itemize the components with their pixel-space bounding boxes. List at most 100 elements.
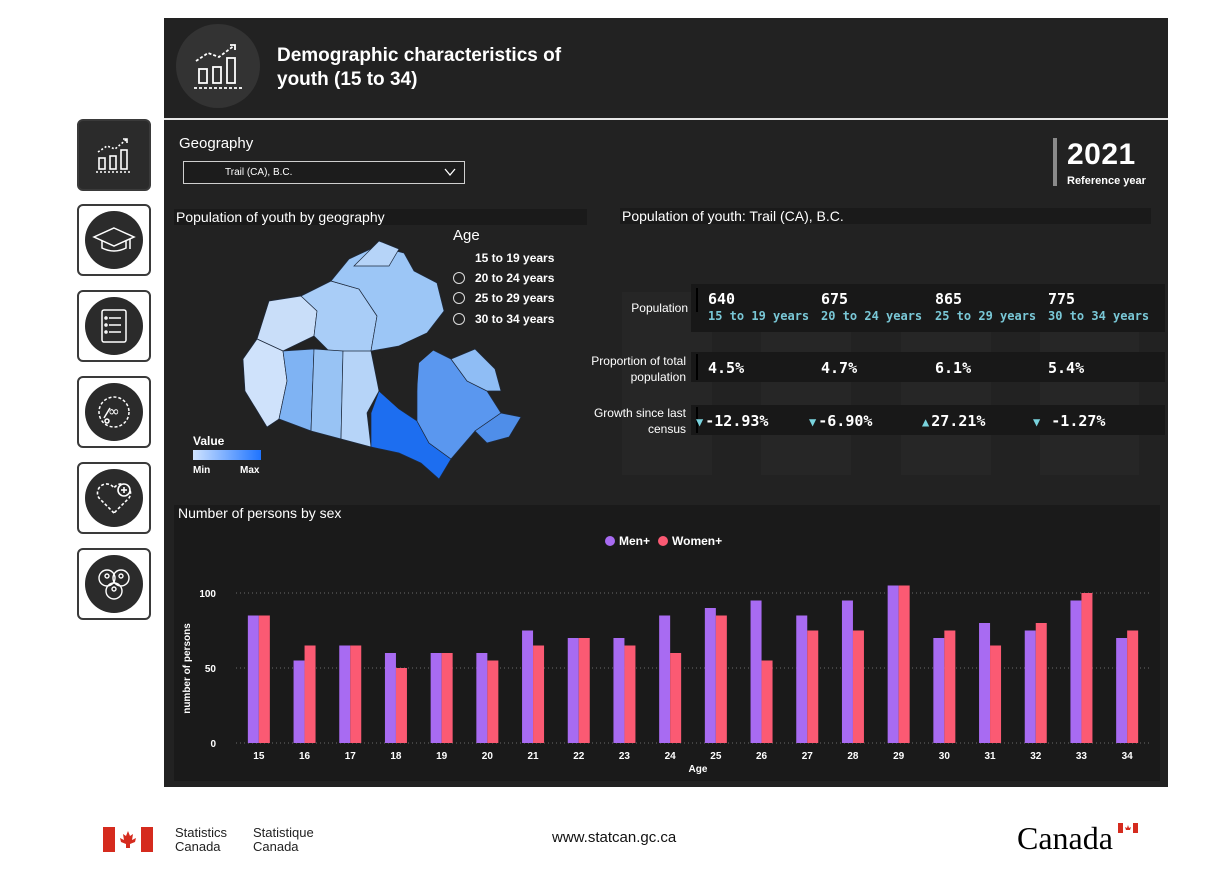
bar-chart-icon (96, 138, 132, 173)
bar-women-26[interactable] (761, 660, 773, 744)
map-region-maritimes[interactable] (474, 412, 522, 444)
age-option-20-24[interactable]: 20 to 24 years (453, 271, 554, 285)
legend-men[interactable]: Men+ (605, 534, 650, 548)
bar-men-19[interactable] (430, 653, 442, 743)
age-option-30-34[interactable]: 30 to 34 years (453, 312, 554, 326)
map-region-newfoundland-labrador[interactable] (450, 348, 502, 392)
bar-women-21[interactable] (533, 645, 545, 744)
bar-men-23[interactable] (613, 638, 625, 743)
bar-men-24[interactable] (659, 615, 671, 744)
radio-button (453, 292, 465, 304)
bar-men-17[interactable] (339, 645, 351, 744)
map-region-alberta[interactable] (278, 348, 315, 432)
proportion-row-bg (691, 352, 1165, 382)
x-tick-label: 17 (345, 751, 357, 762)
bar-women-16[interactable] (304, 645, 316, 744)
age-option-15-19[interactable]: 15 to 19 years (453, 251, 554, 265)
nav-button-education[interactable] (77, 204, 151, 276)
nav-button-language[interactable]: ∞ (77, 376, 151, 448)
value-gradient-bar (193, 450, 261, 460)
bar-women-23[interactable] (624, 645, 636, 744)
bar-women-18[interactable] (395, 668, 407, 743)
geography-dropdown[interactable]: Trail (CA), B.C. (183, 161, 465, 184)
proportion-value-20-24: 4.7% (821, 359, 858, 377)
growth-value-15-19: ▼ -12.93% (696, 412, 769, 430)
bar-men-28[interactable] (841, 600, 853, 744)
bar-men-33[interactable] (1070, 600, 1082, 744)
people-group-icon (98, 569, 130, 600)
down-arrow-icon: ▼ (696, 415, 704, 429)
sex-bar-chart: 0 50 100 number of persons 15 16 17 18 19 20 21 22 2… (182, 585, 1150, 775)
bar-women-28[interactable] (852, 630, 864, 744)
stats-section-heading: Population of youth: Trail (CA), B.C. (620, 208, 1151, 224)
bar-men-31[interactable] (979, 623, 991, 743)
x-tick-label: 21 (527, 751, 539, 762)
x-tick-label: 29 (893, 751, 905, 762)
checklist-document-icon (101, 309, 127, 343)
wordmark-flag-icon (1118, 823, 1138, 833)
y-tick-label: 100 (199, 589, 216, 600)
proportion-value-30-34: 5.4% (1048, 359, 1085, 377)
bar-men-22[interactable] (567, 638, 579, 743)
radio-button (453, 272, 465, 284)
bar-men-20[interactable] (476, 653, 488, 743)
nav-button-labour[interactable] (77, 290, 151, 362)
bar-men-21[interactable] (522, 630, 534, 744)
y-tick-label: 50 (205, 664, 217, 675)
bar-women-31[interactable] (990, 645, 1002, 744)
nav-button-social[interactable] (77, 548, 151, 620)
bar-women-27[interactable] (807, 630, 819, 744)
sex-chart-heading: Number of persons by sex (176, 505, 1158, 521)
bar-women-30[interactable] (944, 630, 956, 744)
row-marker (696, 407, 698, 433)
age-option-25-29[interactable]: 25 to 29 years (453, 291, 554, 305)
age-legend-title: Age (453, 227, 480, 244)
nav-button-demographics[interactable] (77, 119, 151, 191)
bar-men-30[interactable] (933, 638, 945, 743)
bar-men-16[interactable] (293, 660, 305, 744)
value-legend-max: Max (240, 465, 260, 476)
bar-men-15[interactable] (247, 615, 259, 744)
x-tick-label: 26 (756, 751, 768, 762)
growth-value-30-34: ▼ -1.27% (1033, 412, 1106, 430)
nav-button-health[interactable] (77, 462, 151, 534)
map-region-arctic-islands[interactable] (353, 241, 400, 267)
bar-men-34[interactable] (1116, 638, 1128, 743)
population-value-20-24: 675 (821, 290, 849, 308)
bar-women-34[interactable] (1127, 630, 1139, 744)
value-legend-title: Value (193, 434, 225, 448)
bar-women-24[interactable] (670, 653, 682, 743)
x-tick-label: 32 (1030, 751, 1042, 762)
bar-men-29[interactable] (887, 585, 899, 744)
legend-women[interactable]: Women+ (658, 534, 722, 548)
bar-men-25[interactable] (704, 608, 716, 743)
map-region-saskatchewan[interactable] (310, 348, 344, 440)
bar-women-22[interactable] (578, 638, 590, 743)
x-tick-label: 31 (984, 751, 996, 762)
bar-women-19[interactable] (441, 653, 453, 743)
y-axis-label: number of persons (182, 623, 193, 714)
bar-women-29[interactable] (898, 585, 910, 744)
bar-women-15[interactable] (258, 615, 270, 744)
population-value-15-19: 640 (708, 290, 736, 308)
x-tick-label: 28 (847, 751, 859, 762)
bar-men-18[interactable] (384, 653, 396, 743)
down-arrow-icon: ▼ (809, 415, 817, 429)
bar-men-27[interactable] (796, 615, 808, 744)
title-icon-badge (176, 24, 260, 108)
bar-men-32[interactable] (1024, 630, 1036, 744)
map-region-yukon[interactable] (256, 295, 318, 352)
row-marker (696, 288, 698, 312)
bar-chart-icon (194, 44, 242, 89)
bar-women-32[interactable] (1035, 623, 1047, 743)
bar-women-33[interactable] (1081, 593, 1093, 743)
map-region-manitoba[interactable] (340, 350, 380, 448)
bar-women-17[interactable] (350, 645, 362, 744)
bar-women-20[interactable] (487, 660, 499, 744)
bar-men-26[interactable] (750, 600, 762, 744)
canada-map[interactable] (239, 241, 524, 486)
reference-year-label: Reference year (1067, 175, 1146, 187)
x-tick-label: 34 (1122, 751, 1134, 762)
bar-women-25[interactable] (715, 615, 727, 744)
statcan-url-link[interactable]: www.statcan.gc.ca (552, 829, 677, 846)
